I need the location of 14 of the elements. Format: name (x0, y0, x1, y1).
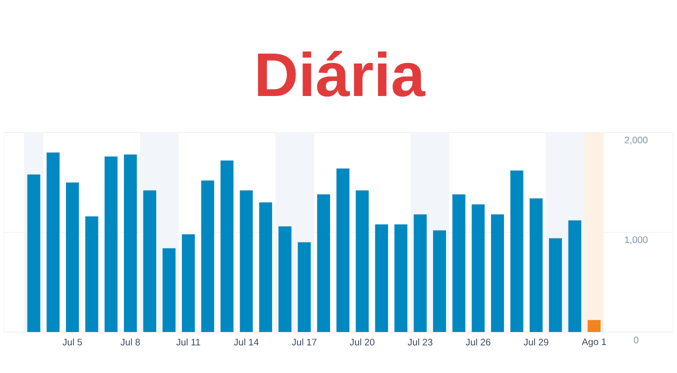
x-tick-label: Jul 17 (292, 338, 316, 346)
chart-title: Diária (258, 50, 426, 97)
x-tick-label: Jul 11 (176, 338, 200, 346)
x-tick-label: Jul 8 (120, 338, 140, 346)
x-tick-label: Ago 1 (582, 338, 606, 348)
x-tick-label: Jul 20 (350, 338, 374, 346)
x-tick-label: Jul 14 (234, 338, 259, 346)
x-tick-label: Jul 23 (408, 338, 432, 346)
y-tick-label: 2,000 (624, 136, 648, 145)
y-tick-label: 1,000 (625, 236, 648, 244)
x-tick-label: Jul 29 (524, 338, 548, 346)
y-tick-label: 0 (634, 336, 638, 344)
x-tick-label: Jul 5 (62, 338, 82, 346)
x-tick-label: Jul 26 (466, 338, 490, 346)
